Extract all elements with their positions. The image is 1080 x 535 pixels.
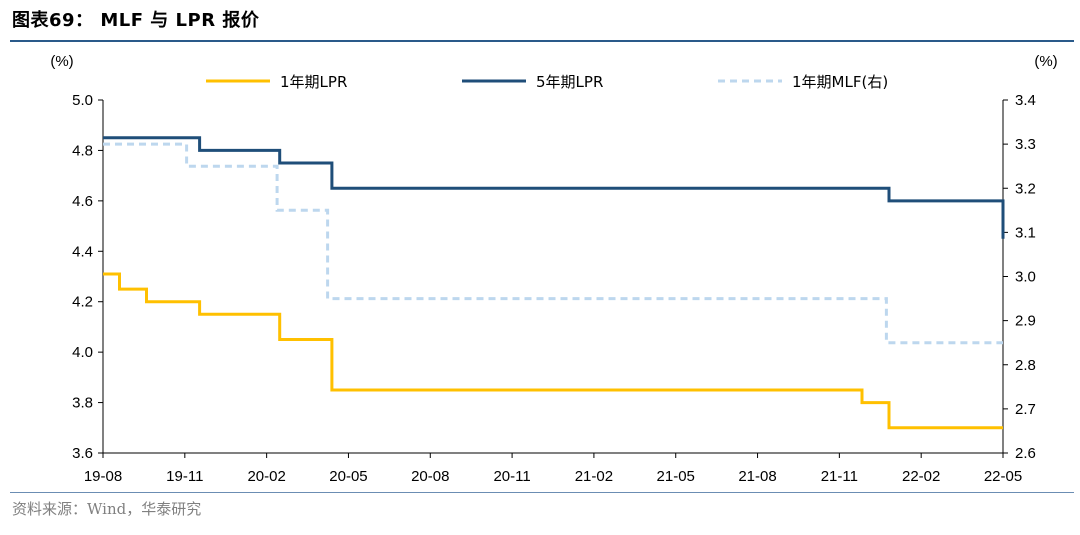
series-line-0 <box>103 272 1003 430</box>
right-tick-label: 3.0 <box>1015 269 1036 286</box>
x-tick-label: 20-08 <box>411 468 449 485</box>
left-tick-label: 4.4 <box>72 243 93 260</box>
left-tick-label: 3.6 <box>72 445 93 462</box>
left-tick-label: 4.8 <box>72 142 93 159</box>
right-tick-label: 3.1 <box>1015 224 1036 241</box>
right-tick-label: 3.2 <box>1015 180 1036 197</box>
axes-group: 3.6 3.8 4.0 4.2 4.4 4.6 4.8 5.0 2.6 2.7 2.8 2.9 3.0 3… <box>50 53 1057 485</box>
x-tick-label: 21-08 <box>738 468 776 485</box>
right-axis-unit: (%) <box>1034 53 1057 70</box>
x-tick-label: 21-05 <box>657 468 695 485</box>
legend-label-0: 1年期LPR <box>280 73 347 91</box>
legend-label-2: 1年期MLF(右) <box>792 73 888 91</box>
x-tick-label: 22-05 <box>984 468 1022 485</box>
x-tick-label: 21-11 <box>821 468 858 485</box>
right-tick-label: 2.8 <box>1015 357 1036 374</box>
title-rule <box>10 40 1074 42</box>
left-tick-label: 4.2 <box>72 294 93 311</box>
source-note: 资料来源：Wind，华泰研究 <box>12 500 202 518</box>
source-rule <box>10 492 1074 493</box>
right-tick-label: 2.6 <box>1015 445 1036 462</box>
right-tick-label: 3.4 <box>1015 92 1036 109</box>
x-tick-label: 20-11 <box>493 468 530 485</box>
x-tick-label: 21-02 <box>575 468 613 485</box>
x-tick-label: 20-05 <box>329 468 367 485</box>
left-tick-label: 3.8 <box>72 395 93 412</box>
x-tick-label: 19-08 <box>84 468 122 485</box>
chart-title: 图表69： MLF 与 LPR 报价 <box>12 10 260 31</box>
x-tick-label: 20-02 <box>247 468 285 485</box>
x-tick-label: 19-11 <box>166 468 203 485</box>
left-tick-label: 5.0 <box>72 92 93 109</box>
legend: 1年期LPR 5年期LPR 1年期MLF(右) <box>206 73 888 91</box>
series-line-2 <box>103 142 1003 345</box>
chart-area: 3.6 3.8 4.0 4.2 4.4 4.6 4.8 5.0 2.6 2.7 2.8 2.9 3.0 3… <box>50 53 1057 485</box>
right-tick-label: 2.9 <box>1015 313 1036 330</box>
left-tick-label: 4.0 <box>72 344 93 361</box>
legend-label-1: 5年期LPR <box>536 73 603 91</box>
left-axis-unit: (%) <box>50 53 73 70</box>
left-tick-label: 4.6 <box>72 193 93 210</box>
series-layer <box>103 136 1005 430</box>
x-tick-label: 22-02 <box>902 468 940 485</box>
series-line-1 <box>103 136 1005 239</box>
right-tick-label: 3.3 <box>1015 136 1036 153</box>
right-tick-label: 2.7 <box>1015 401 1036 418</box>
